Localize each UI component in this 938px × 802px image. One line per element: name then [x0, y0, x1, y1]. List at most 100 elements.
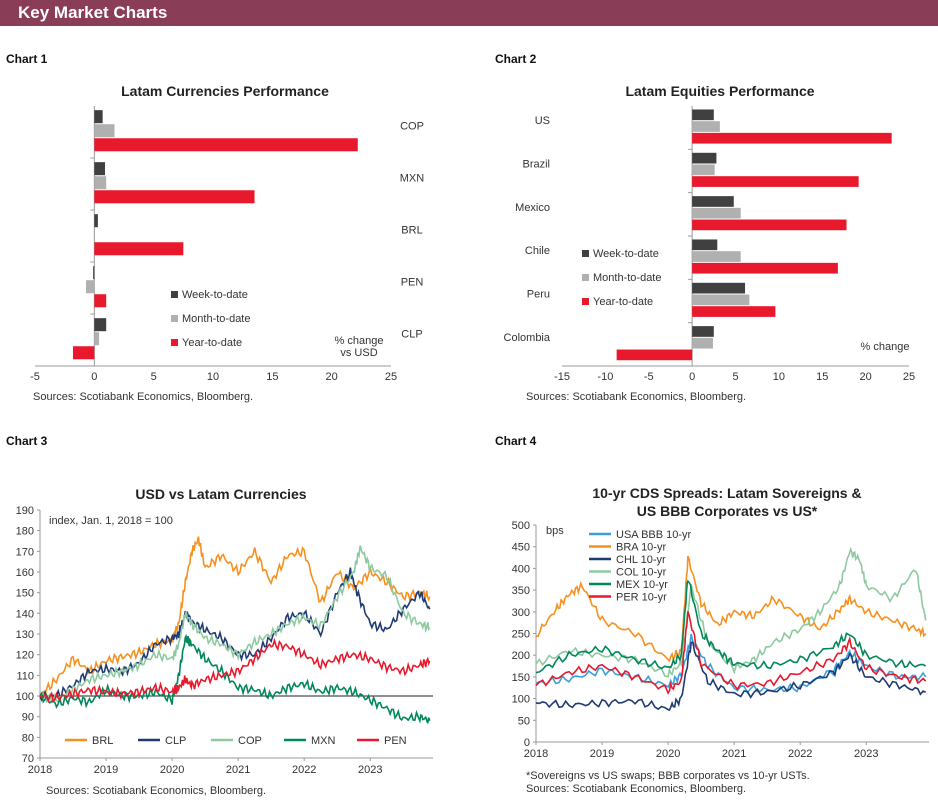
- c3-x-tick: 2023: [358, 764, 382, 776]
- c1-bar: [94, 162, 106, 176]
- c4-y-tick: 250: [512, 629, 530, 641]
- c4-y-tick: 150: [512, 672, 530, 684]
- c4-y-tick: 0: [524, 737, 530, 749]
- c1-legend-label: Month-to-date: [182, 313, 250, 325]
- chart-2-source: Sources: Scotiabank Economics, Bloomberg…: [526, 391, 746, 403]
- c4-y-tick: 200: [512, 650, 530, 662]
- c4-legend-label: COL 10-yr: [616, 567, 667, 579]
- c3-y-tick: 150: [16, 588, 34, 600]
- c4-legend-label: MEX 10-yr: [616, 579, 668, 591]
- c2-category-label: Mexico: [515, 202, 550, 214]
- c4-y-tick: 350: [512, 585, 530, 597]
- c2-bar: [692, 262, 838, 274]
- chart-4-footnote: *Sovereigns vs US swaps; BBB corporates …: [526, 770, 810, 782]
- c1-category-label: MXN: [400, 172, 425, 184]
- c3-x-tick: 2022: [292, 764, 316, 776]
- c3-legend-label: MXN: [311, 735, 336, 747]
- chart-1-label: Chart 1: [6, 52, 48, 66]
- c4-series-line: [535, 546, 927, 678]
- c3-x-tick: 2019: [94, 764, 118, 776]
- c1-bar: [94, 318, 107, 332]
- chart-3-source: Sources: Scotiabank Economics, Bloomberg…: [46, 785, 266, 797]
- chart-4-cds-spreads: 10-yr CDS Spreads: Latam Sovereigns & US…: [512, 485, 929, 795]
- c3-y-tick: 160: [16, 567, 34, 579]
- c4-x-tick: 2021: [722, 748, 746, 760]
- c1-x-tick: 10: [207, 371, 219, 383]
- chart-4-plot: 0 50 100 150 200 250 300 350 400 450 500 2018 2019 20…: [512, 520, 929, 760]
- c1-bar: [94, 138, 358, 152]
- c1-x-tick: 25: [385, 371, 397, 383]
- c2-category-label: Chile: [525, 245, 550, 257]
- chart-4-source: Sources: Scotiabank Economics, Bloomberg…: [526, 783, 746, 795]
- c1-legend-label: Year-to-date: [182, 337, 242, 349]
- c1-x-tick: -5: [30, 371, 40, 383]
- c1-bar: [94, 190, 255, 204]
- c4-y-tick: 450: [512, 542, 530, 554]
- c1-category-label: CLP: [401, 328, 422, 340]
- chart-4-label: Chart 4: [495, 434, 537, 448]
- c1-bar: [94, 332, 100, 346]
- c3-legend-label: CLP: [165, 735, 186, 747]
- c1-category-label: BRL: [401, 224, 422, 236]
- chart-1-title: Latam Currencies Performance: [121, 83, 329, 99]
- c2-bar: [692, 164, 715, 176]
- c3-y-tick: 140: [16, 608, 34, 620]
- c1-legend-swatch: [171, 291, 178, 298]
- c3-y-tick: 100: [16, 691, 34, 703]
- chart-3-usd-vs-latam: USD vs Latam Currencies index, Jan. 1, 2…: [16, 486, 433, 797]
- c2-bar: [692, 294, 750, 306]
- c1-bar: [94, 242, 184, 256]
- c4-series-line: [535, 611, 927, 695]
- chart-4-title-line-2: US BBB Corporates vs US*: [637, 503, 818, 519]
- c3-y-tick: 190: [16, 505, 34, 517]
- c2-bar: [692, 152, 717, 164]
- c4-x-tick: 2023: [854, 748, 878, 760]
- c4-legend-label: USA BBB 10-yr: [616, 529, 692, 541]
- c4-series-line: [535, 555, 927, 663]
- c2-bar: [692, 176, 859, 187]
- c2-category-label: Brazil: [522, 159, 550, 171]
- c2-legend-swatch: [582, 298, 589, 305]
- c1-bar: [93, 266, 95, 280]
- c1-bar: [94, 294, 107, 308]
- c3-series-line: [39, 633, 431, 724]
- c4-y-tick: 100: [512, 694, 530, 706]
- chart-2-title: Latam Equities Performance: [625, 83, 814, 99]
- c2-bar: [692, 132, 892, 144]
- chart-3-title: USD vs Latam Currencies: [135, 486, 306, 502]
- c2-bar: [692, 196, 734, 207]
- c4-legend-label: PER 10-yr: [616, 592, 667, 604]
- c3-legend-label: COP: [238, 735, 262, 747]
- c2-x-tick: 0: [689, 371, 695, 383]
- c1-legend-swatch: [171, 315, 178, 322]
- c2-x-tick: 20: [860, 371, 872, 383]
- chart-1-currencies: Latam Currencies Performance -5 0 5 10 15 20 2…: [30, 83, 424, 403]
- c1-x-tick: 15: [266, 371, 278, 383]
- c2-x-tick: 10: [773, 371, 785, 383]
- c4-series-line: [535, 579, 927, 674]
- c2-category-label: Colombia: [504, 332, 551, 344]
- chart-4-ylabel: bps: [546, 525, 564, 537]
- c4-x-tick: 2019: [590, 748, 614, 760]
- chart-1-source: Sources: Scotiabank Economics, Bloomberg…: [33, 391, 253, 403]
- c2-bar: [692, 251, 741, 262]
- c3-y-tick: 80: [22, 732, 34, 744]
- c3-legend-label: PEN: [384, 735, 407, 747]
- c3-y-tick: 120: [16, 650, 34, 662]
- chart-1-plot: -5 0 5 10 15 20 25 COP MXN BRL PEN CLP Week-to-date M…: [30, 106, 424, 383]
- c2-legend-label: Year-to-date: [593, 296, 653, 308]
- c4-y-tick: 50: [518, 715, 530, 727]
- c2-x-tick: 5: [732, 371, 738, 383]
- c1-bar: [72, 346, 95, 360]
- c2-bar: [692, 239, 718, 251]
- c2-bar: [692, 282, 746, 294]
- c1-unit-note: vs USD: [340, 347, 377, 359]
- c3-y-tick: 180: [16, 526, 34, 538]
- c3-series-line: [39, 567, 431, 702]
- c4-x-tick: 2020: [656, 748, 680, 760]
- chart-3-label: Chart 3: [6, 434, 48, 448]
- c2-bar: [692, 121, 720, 132]
- c1-bar: [94, 228, 95, 242]
- chart-2-label: Chart 2: [495, 52, 537, 66]
- c2-bar: [692, 109, 714, 121]
